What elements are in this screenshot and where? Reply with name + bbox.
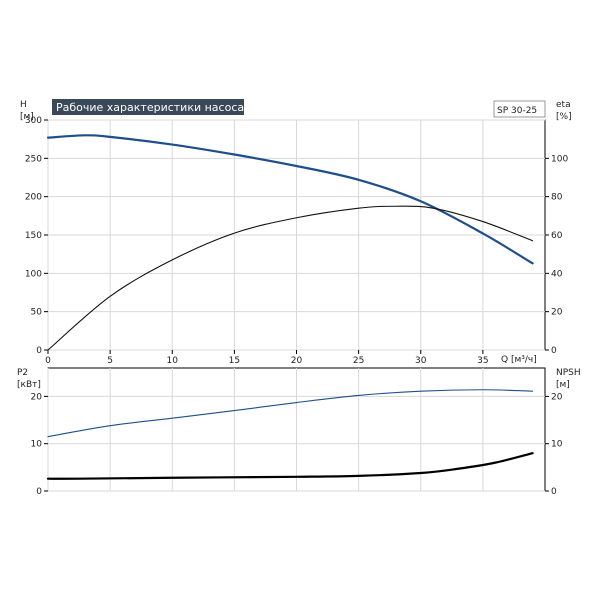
top-right-y-tick-label: 60 [551,231,563,241]
x-tick-label: 10 [167,356,179,366]
top-left-y-tick-label: 0 [36,346,42,356]
x-tick-label: 20 [291,356,303,366]
top-left-axis-label-line2: [м] [20,112,34,122]
x-axis-label: Q [м³/ч] [501,355,537,365]
bottom-grid [47,368,545,492]
bottom-left-axis-label-line1: P2 [17,368,28,378]
npsh-curve [46,452,534,480]
top-left-y-tick-label: 300 [25,116,42,126]
bottom-right-y-tick-label: 0 [551,487,557,497]
top-right-y-tick-label: 0 [551,346,557,356]
bottom-series [46,389,534,480]
efficiency-curve [47,205,534,351]
bottom-left-y-tick-label: 20 [31,392,43,402]
top-left-y-tick-label: 100 [25,269,42,279]
chart-title: Рабочие характеристики насоса [56,101,244,114]
top-right-y-tick-label: 20 [551,308,563,318]
bottom-left-y-tick-label: 10 [31,440,43,450]
x-tick-label: 0 [45,356,51,366]
model-box [493,100,546,118]
bottom-right-axis-label-line2: [м] [556,380,570,390]
x-tick-label: 25 [353,356,364,366]
top-ticks: 0 5 10 15 20 25 30 35 0 50 100 150 200 250 300 0 20 40 60 8… [25,116,569,366]
bottom-right-axis-label-line1: NPSH [556,368,581,378]
bottom-panel: 0 10 20 0 10 20 P2 [кВт] NPSH [м] [17,367,581,497]
top-left-y-tick-label: 150 [25,231,42,241]
x-tick-label: 15 [229,356,240,366]
x-tick-label: 35 [477,356,488,366]
top-right-y-tick-label: 100 [551,154,568,164]
bottom-ticks: 0 10 20 0 10 20 [31,392,563,497]
top-right-y-tick-label: 80 [551,193,563,203]
bottom-left-axis-label-line2: [кВт] [17,380,41,390]
p2-curve [47,389,534,438]
top-right-axis-label-line2: [%] [556,112,572,122]
top-left-y-tick-label: 50 [31,308,43,318]
head-curve [46,134,534,265]
bottom-right-y-tick-label: 20 [551,392,563,402]
model-label: SP 30-25 [497,106,537,116]
top-left-y-tick-label: 200 [25,193,42,203]
bottom-right-y-tick-label: 10 [551,440,563,450]
x-tick-label: 30 [415,356,427,366]
top-series [46,134,534,351]
top-left-axis-label-line1: H [20,100,27,110]
top-right-y-tick-label: 40 [551,269,563,279]
top-right-axis-label-line1: eta [556,100,571,110]
top-left-y-tick-label: 250 [25,154,42,164]
top-panel: 0 5 10 15 20 25 30 35 0 50 100 150 200 250 300 0 20 40 60 8… [20,99,572,366]
x-tick-label: 5 [107,356,113,366]
bottom-left-y-tick-label: 0 [36,487,42,497]
title-banner-background [52,99,244,115]
